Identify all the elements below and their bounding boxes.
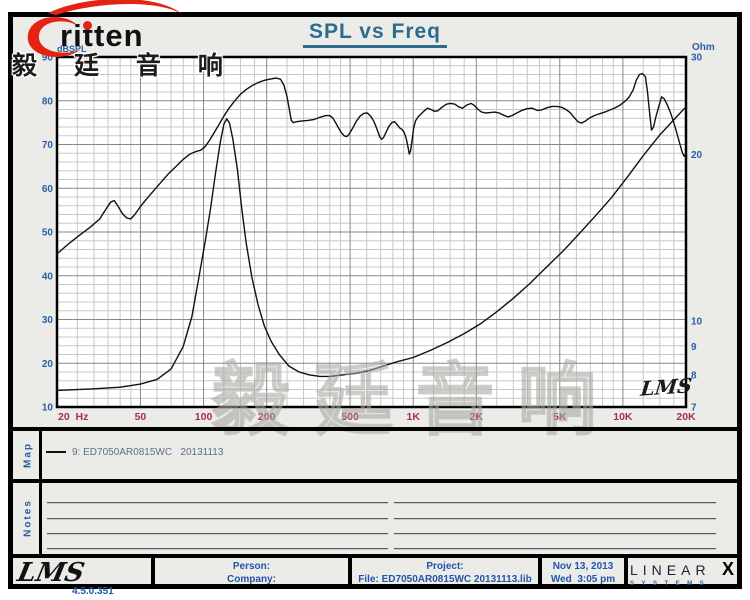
freq-axis-tick: 5K [553,411,567,423]
title-bar: SPL vs Freq [0,20,750,48]
company-name-cn: 毅 廷 音 响 [12,52,238,80]
lms-signature: LMS [639,373,694,401]
person-label: Person: [232,560,271,572]
legend-line-swatch [46,451,66,453]
datetime-cell: Nov 13, 2013 Wed 3:05 pm [542,558,624,587]
footer-divider [151,556,155,589]
freq-axis-tick: 200 [258,411,276,423]
legend-label: 9: ED7050AR0815WC 20131113 [72,446,224,458]
company-label: Company: [227,573,276,585]
right-axis-tick: 10 [691,317,703,328]
brand-logo-text: ritten [60,18,144,53]
map-row-label: Map [22,442,34,468]
left-axis-tick: 40 [42,271,54,282]
person-company-cell: Person: Company: [155,558,348,587]
left-axis-unit: dBSPL [57,44,87,54]
note-line [394,548,716,549]
curve-impedance [56,105,687,392]
separator [8,554,742,558]
separator [8,479,742,483]
note-line [394,518,716,519]
linearx-text: LINEAR [630,562,711,578]
left-axis-tick: 90 [42,53,54,64]
brand-logo: ritten [8,0,198,84]
note-line [394,502,716,503]
note-line [394,533,716,534]
logo-swoosh-icon [27,0,182,57]
right-axis-unit: Ohm [692,42,715,53]
left-axis-tick: 70 [42,140,54,151]
freq-axis-tick: 2K [470,411,484,423]
notes-row-label: Notes [22,499,34,537]
left-axis-tick: 50 [42,228,54,239]
right-axis-tick: 8 [691,370,697,381]
footer-divider [624,556,628,589]
left-axis-tick: 80 [42,96,54,107]
freq-axis-tick: 10K [613,411,633,423]
separator [8,427,742,431]
freq-axis-tick: 20 Hz [58,411,88,423]
file-label: File: ED7050AR0815WC 20131113.lib [358,573,532,585]
right-axis-tick: 7 [691,403,697,414]
brand-dot-icon [83,21,92,30]
left-axis-tick: 20 [42,359,54,370]
note-line [47,518,388,519]
left-axis-tick: 30 [42,315,54,326]
note-line [47,548,388,549]
curve-spl [56,72,687,255]
freq-axis-tick: 100 [195,411,213,423]
date-text: Nov 13, 2013 [552,560,614,572]
right-axis-tick: 9 [691,342,697,353]
plot-border [55,55,688,409]
legend-entry: 9: ED7050AR0815WC 20131113 [46,445,223,459]
notes-label-cell [13,483,42,554]
freq-axis-tick: 1K [406,411,420,423]
project-file-cell: Project: File: ED7050AR0815WC 20131113.l… [352,558,538,587]
map-label-cell [13,431,42,479]
page-title: SPL vs Freq [303,20,447,48]
linearx-logo: LINEAR X SYSTEMS [630,559,734,587]
freq-axis-tick: 50 [135,411,147,423]
linearx-wordmark: LINEAR X [630,559,734,580]
left-axis-tick: 10 [42,403,54,414]
freq-axis-tick: 500 [341,411,359,423]
time-text: Wed 3:05 pm [550,573,616,585]
freq-axis-tick: 20K [676,411,696,423]
linearx-x: X [721,559,734,579]
left-axis-tick: 60 [42,184,54,195]
project-label: Project: [426,560,464,572]
linearx-systems-text: SYSTEMS [630,581,712,587]
note-line [47,533,388,534]
right-axis-tick: 30 [691,53,703,64]
note-line [47,502,388,503]
right-axis-tick: 20 [691,150,703,161]
footer-divider [348,556,352,589]
footer-divider [538,556,542,589]
version-number: 4.5.0.351 [72,586,114,597]
